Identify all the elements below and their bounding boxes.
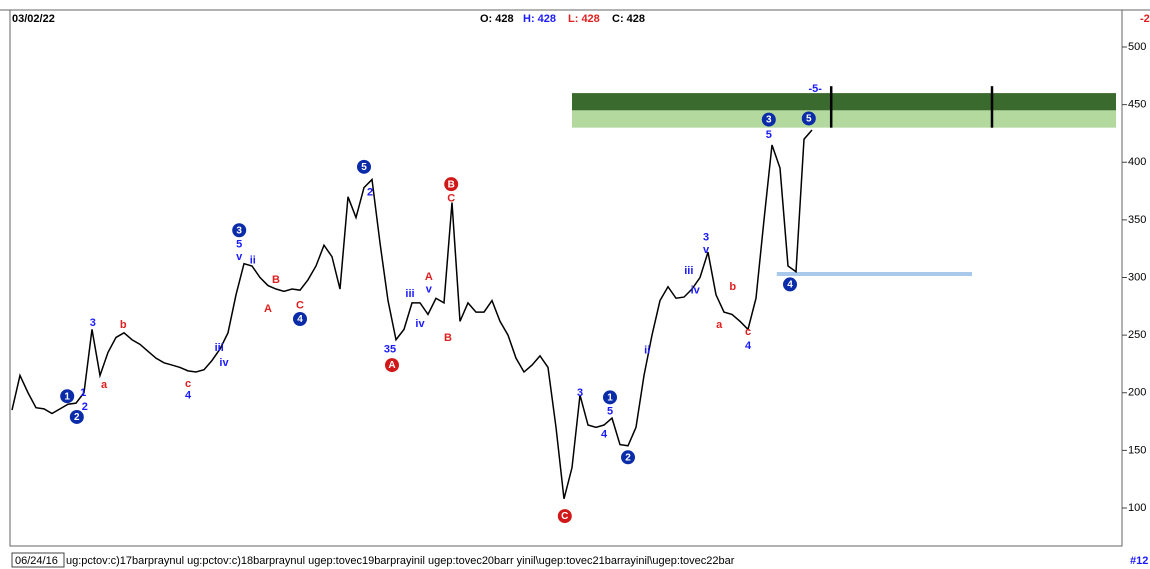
footer-text: ug:pctov:c)17barpraynul ug:pctov:c)18bar… [66, 555, 735, 567]
wave-label: 2 [625, 452, 631, 463]
target-zone [572, 110, 1116, 127]
wave-label: 5 [361, 162, 367, 173]
wave-label: A [388, 360, 395, 371]
wave-label: 3 [90, 317, 96, 329]
wave-label: c [745, 326, 751, 338]
wave-label: B [448, 179, 455, 190]
y-tick-label: 300 [1128, 271, 1146, 283]
wave-label: C [447, 192, 455, 204]
wave-label: C [561, 511, 568, 522]
wave-label: 35 [384, 343, 396, 355]
wave-label: 3 [236, 225, 242, 236]
wave-label: 1 [607, 393, 613, 404]
wave-label: iv [691, 285, 701, 297]
chart: 03/02/22 O: 428 H: 428 L: 428 C: 428 -2 … [0, 0, 1150, 569]
wave-label: iii [684, 265, 693, 277]
background [0, 0, 1150, 569]
header-date: 03/02/22 [12, 13, 55, 25]
header-high: H: 428 [523, 13, 556, 25]
wave-label: a [101, 379, 108, 391]
wave-label: B [444, 332, 452, 344]
wave-label: -5- [808, 83, 822, 95]
y-tick-label: 500 [1128, 41, 1146, 53]
y-tick-label: 100 [1128, 502, 1146, 514]
wave-label: 4 [185, 389, 192, 401]
wave-label: a [716, 319, 723, 331]
y-tick-label: 350 [1128, 214, 1146, 226]
header-open: O: 428 [480, 13, 514, 25]
wave-label: 4 [297, 314, 303, 325]
wave-label: 5 [236, 238, 242, 250]
wave-label: 5 [806, 114, 812, 125]
wave-label: 3 [577, 387, 583, 399]
y-tick-label: 200 [1128, 387, 1146, 399]
wave-label: iii [215, 342, 224, 354]
wave-label: A [425, 271, 433, 283]
wave-label: 1 [80, 387, 86, 399]
wave-label: ii [250, 255, 256, 267]
wave-label: 2 [82, 401, 88, 413]
wave-label: v [426, 283, 433, 295]
y-tick-label: 250 [1128, 329, 1146, 341]
wave-label: iv [415, 318, 425, 330]
wave-label: c [185, 378, 191, 390]
header-close: C: 428 [612, 13, 645, 25]
wave-label: iii [405, 288, 414, 300]
wave-label: iv [219, 357, 229, 369]
wave-label: 2 [74, 412, 80, 423]
y-tick-label: 400 [1128, 156, 1146, 168]
y-tick-label: 150 [1128, 444, 1146, 456]
wave-label: 4 [601, 429, 608, 441]
header-low: L: 428 [568, 13, 600, 25]
footer-date: 06/24/16 [15, 555, 58, 567]
wave-label: v [703, 244, 710, 256]
wave-label: 3 [703, 232, 709, 244]
wave-label: 4 [745, 340, 752, 352]
wave-label: B [272, 274, 280, 286]
wave-label: C [296, 300, 304, 312]
wave-label: 1 [64, 391, 70, 402]
wave-label: 2 [367, 187, 373, 199]
footer-right: #12 [1130, 555, 1148, 567]
y-tick-label: 450 [1128, 99, 1146, 111]
wave-label: b [729, 281, 736, 293]
wave-label: A [264, 303, 272, 315]
wave-label: 5 [766, 129, 772, 141]
target-zone [572, 93, 1116, 110]
header-change: -2 [1140, 13, 1150, 25]
wave-label: 3 [766, 115, 772, 126]
wave-label: v [236, 251, 243, 263]
wave-label: 5 [607, 406, 613, 418]
wave-label: 4 [787, 280, 793, 291]
wave-label: b [120, 319, 127, 331]
wave-label: ii [644, 345, 650, 357]
